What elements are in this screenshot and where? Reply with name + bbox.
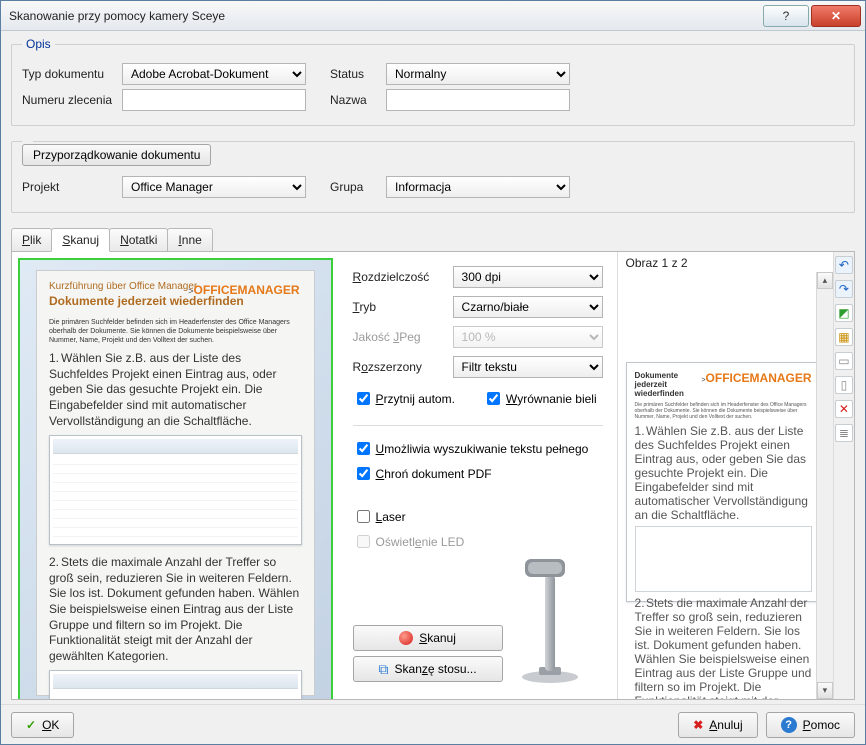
tryb-select[interactable]: Czarno/białe (453, 296, 603, 318)
status-label: Status (330, 67, 386, 81)
divider (353, 425, 603, 426)
scroll-down-icon[interactable]: ▾ (817, 682, 833, 699)
scan-settings-pane: RozdzielczośćRozdzielczość 300 dpi TrybT… (339, 252, 617, 699)
doc-p2: 1. Wählen Sie z.B. aus der Liste des Suc… (49, 351, 302, 429)
add-page-icon[interactable]: ◩ (835, 304, 853, 322)
rozdzielczosc-select[interactable]: 300 dpi (453, 266, 603, 288)
delete-icon[interactable]: ✕ (835, 400, 853, 418)
list-icon[interactable]: ≣ (835, 424, 853, 442)
logo-icon: >OFFICEMANAGER (188, 283, 299, 297)
grupa-label: Grupa (330, 180, 386, 194)
opis-group: Opis Typ dokumentu Adobe Acrobat-Dokumen… (11, 37, 855, 126)
help-button[interactable]: ? (763, 5, 809, 27)
thumb-logo-icon: >OFFICEMANAGER (701, 371, 811, 385)
stack-icon: ⧉ (379, 661, 389, 678)
doc-p3: 2. Stets die maximale Anzahl der Treffer… (49, 555, 302, 664)
typ-label: Typ dokumentu (22, 67, 122, 81)
tab-skanuj[interactable]: SkanujSkanuj (51, 228, 110, 252)
tab-page-skanuj: >OFFICEMANAGER Kurzführung über Office M… (11, 251, 855, 700)
window-title: Skanowanie przy pomocy kamery Sceye (9, 9, 761, 23)
nazwa-input[interactable] (386, 89, 570, 111)
doc-screenshot-2 (49, 670, 302, 700)
projekt-label: Projekt (22, 180, 122, 194)
rozszerzony-select[interactable]: Filtr tekstu (453, 356, 603, 378)
led-checkbox[interactable]: Oświetlenie LEDOświetlenie LED (353, 532, 603, 551)
page-icon[interactable]: ▭ (835, 352, 853, 370)
tab-plik[interactable]: PPliklik (11, 228, 52, 251)
projekt-select[interactable]: Office Manager (122, 176, 306, 198)
scan-icon (399, 631, 413, 645)
layout-icon[interactable]: ▦ (835, 328, 853, 346)
protect-checkbox[interactable]: Chroń dokument PDFChroń dokument PDF (353, 464, 603, 483)
jpeg-label: Jakość JPegJakość JPeg (353, 330, 453, 344)
laser-checkbox[interactable]: LaserLaser (353, 507, 603, 526)
check-icon: ✓ (26, 718, 36, 732)
cancel-icon: ✖ (693, 718, 703, 732)
status-select[interactable]: Normalny (386, 63, 570, 85)
titlebar: Skanowanie przy pomocy kamery Sceye ? ✕ (1, 1, 865, 31)
camera-preview-pane: >OFFICEMANAGER Kurzführung über Office M… (12, 252, 339, 699)
cancel-button[interactable]: ✖ AnulujAnuluj (678, 712, 757, 738)
fulltext-checkbox[interactable]: Umożliwia wyszukiwanie tekstu pełnegoUmo… (353, 439, 603, 458)
help-icon: ? (783, 9, 790, 23)
scanner-illustration-icon (515, 555, 585, 685)
assign-group: . Przyporządkowanie dokumentu Projekt Of… (11, 134, 855, 213)
dialog-footer: ✓ OKOK ✖ AnulujAnuluj ? PomocPomoc (1, 704, 865, 744)
scan-button[interactable]: SkanujSkanuj (353, 625, 503, 651)
side-toolbar: ↶ ↷ ◩ ▦ ▭ ▯ ✕ ≣ (833, 252, 854, 699)
tryb-label: TrybTryb (353, 300, 453, 314)
rotate-left-icon[interactable]: ↶ (835, 256, 853, 274)
ok-button[interactable]: ✓ OKOK (11, 712, 74, 738)
jpeg-select: 100 % (453, 326, 603, 348)
nazwa-label: Nazwa (330, 93, 386, 107)
opis-legend: Opis (22, 37, 55, 51)
tab-notatki[interactable]: NotatkiNotatki (109, 228, 168, 251)
rozszerzony-label: RozszerzonyRozszerzony (353, 360, 453, 374)
new-doc-icon[interactable]: ▯ (835, 376, 853, 394)
scroll-up-icon[interactable]: ▴ (817, 272, 833, 289)
rozdzielczosc-label: RozdzielczośćRozdzielczość (353, 270, 453, 284)
content-area: Opis Typ dokumentu Adobe Acrobat-Dokumen… (1, 31, 865, 704)
camera-preview[interactable]: >OFFICEMANAGER Kurzführung über Office M… (18, 258, 333, 700)
assign-button[interactable]: Przyporządkowanie dokumentu (22, 144, 211, 166)
doc-p1: Die primären Suchfelder befinden sich im… (49, 318, 302, 345)
typ-select[interactable]: Adobe Acrobat-Dokument (122, 63, 306, 85)
preview-document: >OFFICEMANAGER Kurzführung über Office M… (36, 270, 315, 696)
batch-scan-button[interactable]: ⧉ Skanzę stosu...Skanzę stosu... (353, 656, 503, 682)
tab-strip: PPliklik SkanujSkanuj NotatkiNotatki Inn… (11, 227, 855, 251)
thumbnail-1[interactable]: >OFFICEMANAGER Dokumente jederzeit wiede… (626, 362, 821, 602)
tab-inne[interactable]: InneInne (167, 228, 212, 251)
thumbnail-pane: Obraz 1 z 2 >OFFICEMANAGER Dokumente jed… (617, 252, 833, 699)
grupa-select[interactable]: Informacja (386, 176, 570, 198)
numer-label: Numeru zlecenia (22, 93, 122, 107)
thumbs-scrollbar[interactable]: ▴ ▾ (816, 272, 833, 699)
dialog-window: Skanowanie przy pomocy kamery Sceye ? ✕ … (0, 0, 866, 745)
help-circle-icon: ? (781, 717, 797, 733)
white-checkbox[interactable]: Wyrównanie bieliWyrównanie bieli (483, 389, 597, 408)
help-footer-button[interactable]: ? PomocPomoc (766, 712, 855, 738)
numer-input[interactable] (122, 89, 306, 111)
thumbs-header: Obraz 1 z 2 (626, 256, 829, 270)
crop-checkbox[interactable]: Przytnij autom.Przytnij autom. (353, 389, 455, 408)
doc-screenshot-1 (49, 435, 302, 545)
close-button[interactable]: ✕ (811, 5, 861, 27)
close-icon: ✕ (831, 9, 841, 23)
rotate-right-icon[interactable]: ↷ (835, 280, 853, 298)
